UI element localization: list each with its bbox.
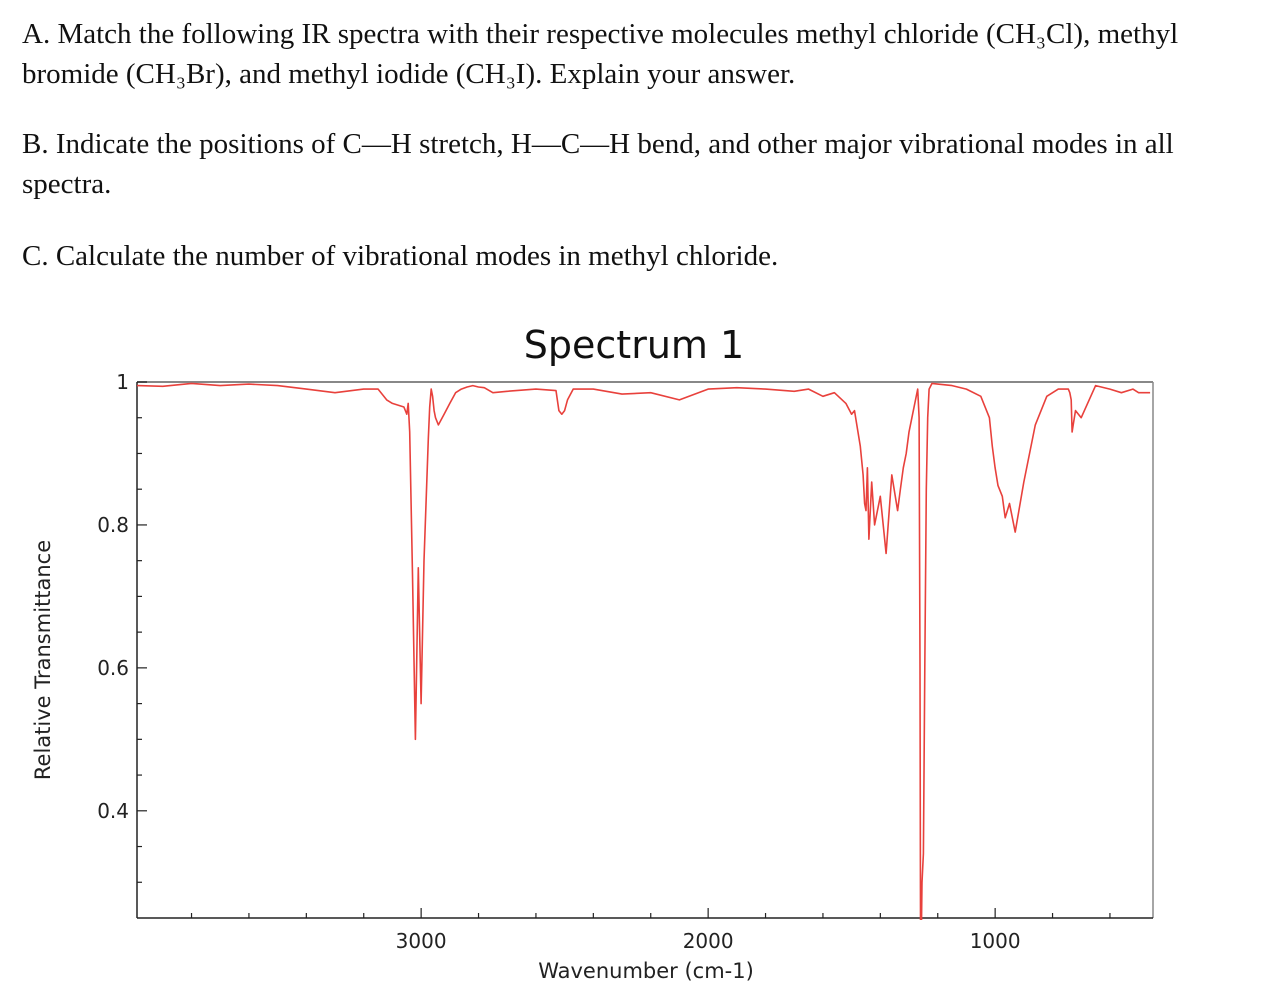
- y-tick-label: 0.6: [97, 656, 129, 680]
- y-tick-label: 1: [116, 370, 129, 394]
- plot-frame: [136, 381, 1154, 919]
- question-b: B. Indicate the positions of C—H stretch…: [22, 128, 1174, 200]
- x-tick-label: 3000: [396, 929, 447, 953]
- y-tick-label: 0.8: [97, 513, 129, 537]
- x-tick-label: 2000: [683, 929, 734, 953]
- y-ticks: 1 0.8 0.6 0.4: [97, 370, 147, 883]
- y-axis-label: Relative Transmittance: [31, 540, 55, 780]
- spectrum-line: [137, 382, 1151, 920]
- ir-spectrum-chart: Spectrum 1 Relative Transmittance Wavenu…: [0, 300, 1263, 993]
- y-tick-label: 0.4: [97, 799, 129, 823]
- x-ticks: 3000 2000 1000: [190, 908, 1111, 953]
- x-axis-label: Wavenumber (cm-1): [538, 959, 754, 983]
- question-a: A. Match the following IR spectra with t…: [22, 18, 1179, 90]
- x-tick-label: 1000: [970, 929, 1021, 953]
- chart-svg: Spectrum 1 Relative Transmittance Wavenu…: [31, 323, 1154, 983]
- question-c: C. Calculate the number of vibrational m…: [22, 240, 779, 272]
- chart-title: Spectrum 1: [524, 323, 744, 367]
- series-layer: [137, 382, 1151, 920]
